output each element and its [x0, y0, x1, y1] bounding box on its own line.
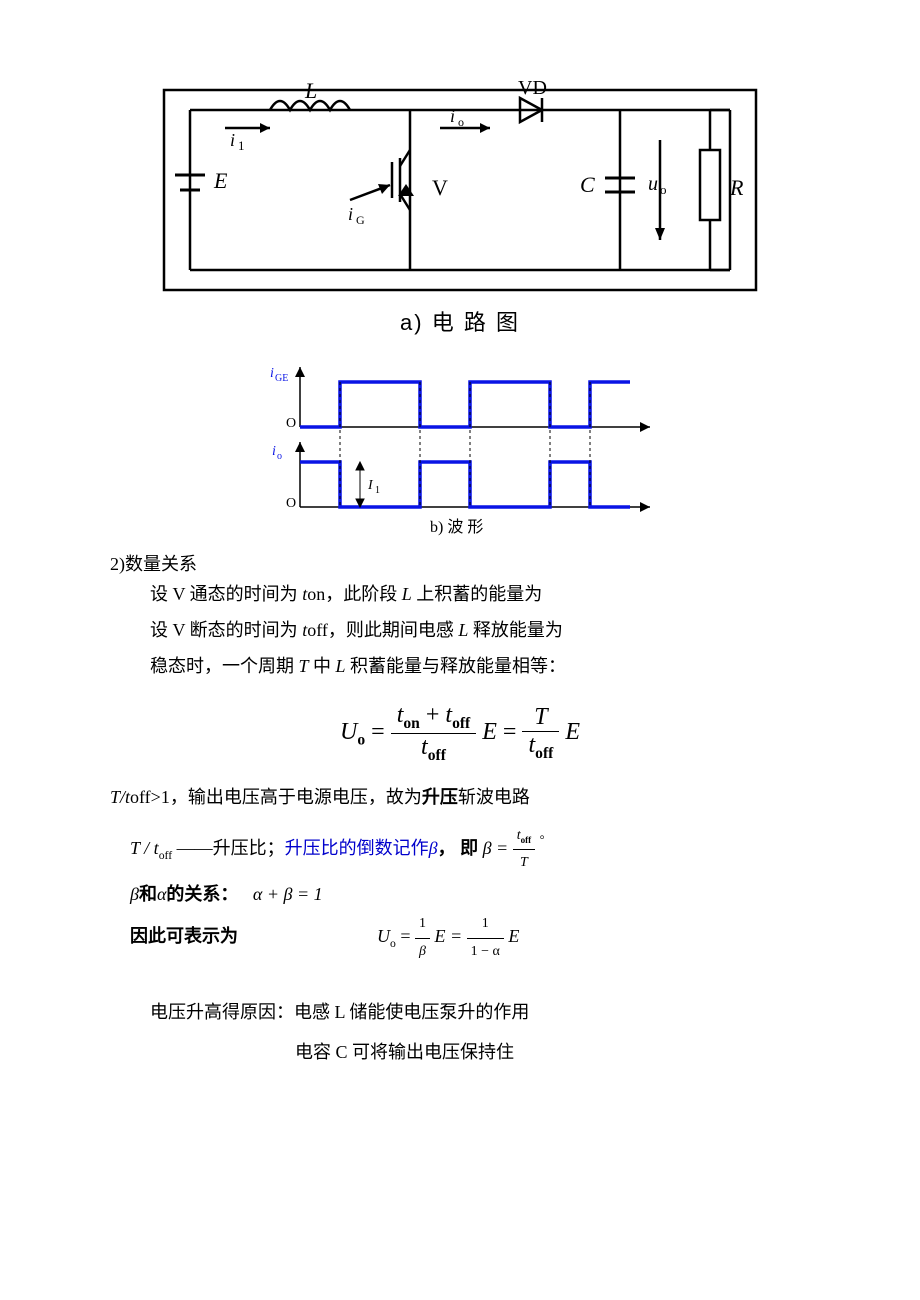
svg-text:i: i	[272, 444, 276, 459]
line-on-state: 设 V 通态的时间为 ton，此阶段 L 上积蓄的能量为	[150, 576, 810, 612]
svg-text:VD: VD	[518, 80, 547, 99]
svg-text:i: i	[270, 366, 274, 381]
reason-line-1: 电压升高得原因：电感 L 储能使电压泵升的作用	[150, 993, 810, 1033]
formula-uo: Uo = ton + toff toff E = T toff E	[110, 702, 810, 765]
boost-circuit-svg: E L i 1	[150, 80, 770, 300]
svg-text:i: i	[450, 106, 455, 126]
waveform-svg: i GE O i o O	[250, 357, 670, 537]
svg-text:i: i	[348, 204, 353, 224]
svg-text:o: o	[660, 182, 667, 197]
boost-ratio-box: T / toff ——升压比；升压比的倒数记作β， 即 β = toff T 。…	[130, 823, 810, 966]
circuit-caption: a) 电 路 图	[110, 305, 810, 337]
svg-text:E: E	[213, 168, 228, 193]
svg-text:1: 1	[238, 138, 245, 153]
svg-text:O: O	[286, 496, 296, 511]
svg-text:1: 1	[375, 485, 380, 496]
svg-text:I: I	[367, 478, 374, 493]
svg-text:G: G	[356, 213, 365, 227]
svg-text:u: u	[648, 173, 658, 195]
svg-text:O: O	[286, 416, 296, 431]
svg-text:C: C	[580, 172, 595, 197]
svg-text:i: i	[230, 130, 235, 150]
line-steady-state: 稳态时，一个周期 T 中 L 积蓄能量与释放能量相等：	[150, 648, 810, 684]
reason-lines: 电压升高得原因：电感 L 储能使电压泵升的作用 电容 C 可将输出电压保持住	[150, 993, 810, 1072]
svg-text:o: o	[277, 451, 282, 462]
waveform-diagram: i GE O i o O	[110, 357, 810, 542]
circuit-diagram: E L i 1	[110, 80, 810, 337]
section-2-heading: 2)数量关系	[110, 550, 810, 576]
boost-conclusion: T/toff>1，输出电压高于电源电压，故为升压斩波电路	[110, 783, 810, 809]
svg-text:L: L	[304, 80, 317, 103]
svg-text:V: V	[432, 175, 448, 200]
reason-line-2: 电容 C 可将输出电压保持住	[295, 1033, 810, 1073]
line-off-state: 设 V 断态的时间为 toff，则此期间电感 L 释放能量为	[150, 612, 810, 648]
waveform-caption: b) 波 形	[430, 518, 483, 536]
svg-text:o: o	[458, 115, 464, 129]
svg-text:GE: GE	[275, 373, 288, 384]
